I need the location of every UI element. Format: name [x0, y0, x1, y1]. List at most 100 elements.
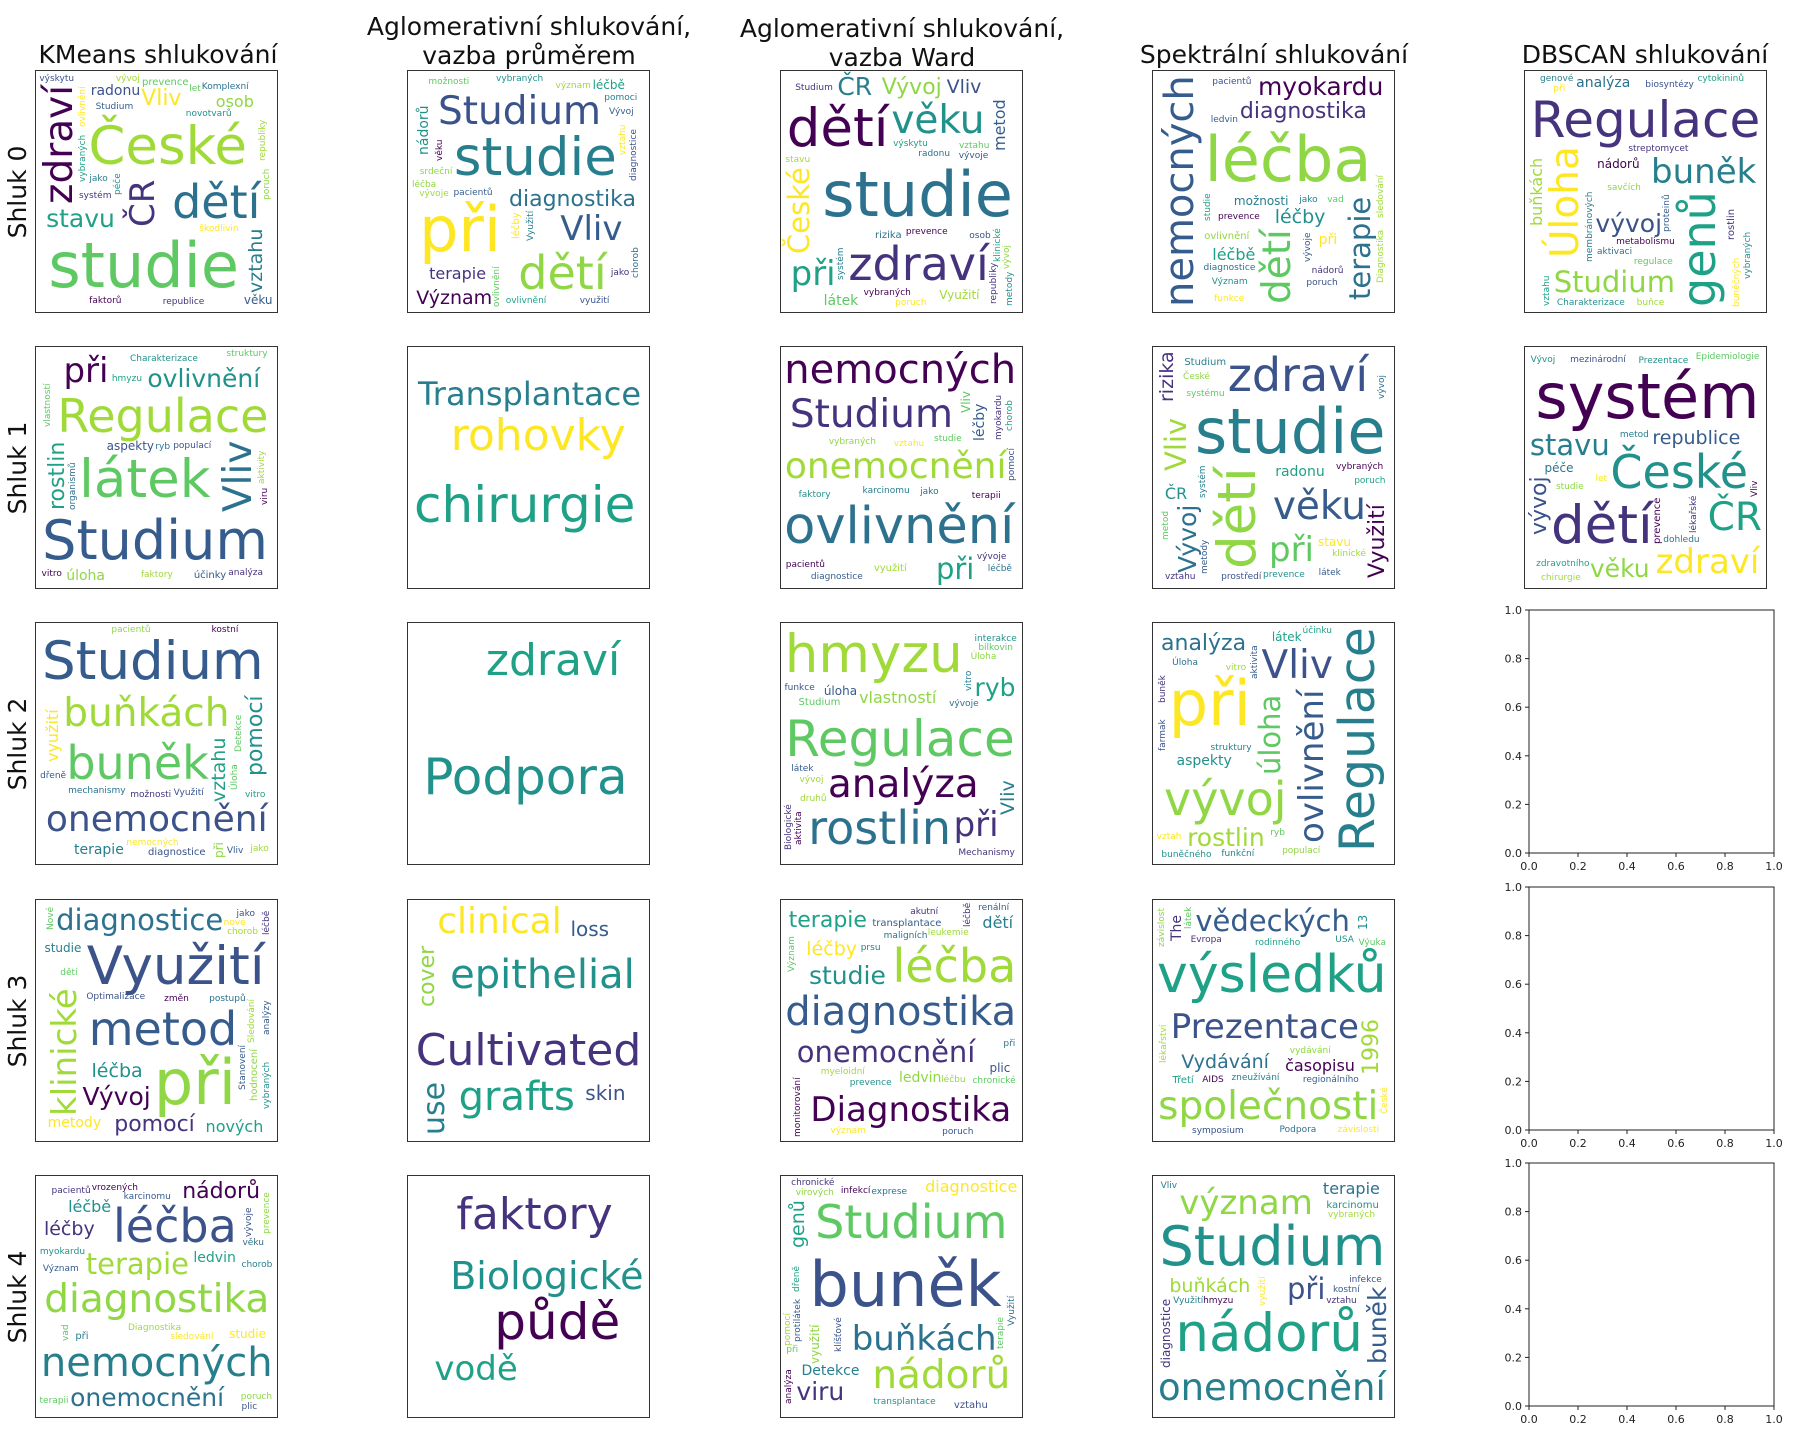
cloud-word: pomocí	[783, 1313, 794, 1347]
cloud-word: studie	[48, 228, 239, 302]
cloud-word: diagnostice	[1158, 1298, 1173, 1368]
cloud-word: léčba	[411, 179, 437, 190]
cloud-word: Studium	[42, 508, 268, 572]
cloud-word: jako	[250, 844, 269, 855]
cloud-word: aktivaci	[1597, 246, 1633, 257]
wordcloud-panel-r0-c3: léčba nemocných dětí terapie myokardu diagnos…	[1152, 70, 1395, 313]
cloud-word: závislosti	[1337, 1125, 1380, 1136]
cloud-word: Vliv	[141, 86, 182, 112]
cloud-word: ledvin	[193, 1249, 236, 1266]
cloud-word: populací	[1282, 846, 1321, 856]
cloud-word: Vliv	[1159, 417, 1194, 472]
cloud-word: ryb	[155, 442, 171, 453]
cloud-word: myokardu	[993, 394, 1004, 440]
cloud-word: stavu	[1317, 534, 1351, 549]
cloud-word: faktorů	[89, 296, 122, 307]
cloud-word: účinky	[193, 569, 227, 581]
x-tick-label: 1.0	[1765, 1413, 1783, 1426]
cloud-word: diagnostice	[810, 571, 863, 582]
cloud-word: Mechanismy	[958, 847, 1015, 858]
cloud-word: vývoje	[419, 189, 449, 200]
cloud-word: Sledování	[246, 998, 257, 1043]
cloud-word: při	[1318, 232, 1338, 249]
cloud-word: Biologické	[784, 804, 795, 851]
cloud-word: Studium	[1184, 357, 1227, 369]
x-tick-label: 0.2	[1569, 860, 1587, 873]
x-tick-label: 0.6	[1667, 1137, 1685, 1150]
cloud-word: funkce	[784, 683, 815, 694]
cloud-word: ovlivnění	[784, 497, 1015, 557]
cloud-word: studie	[44, 941, 82, 956]
cloud-word: půdě	[494, 1292, 621, 1351]
y-tick-label: 1.0	[1505, 1157, 1523, 1170]
cloud-word: poruch	[261, 169, 272, 201]
y-tick-label: 0.8	[1505, 653, 1523, 666]
cloud-word: analýza	[784, 1369, 795, 1405]
wordcloud-panel-r0-c4: Regulace genů Úloha buněk Studium vývoj buňkác…	[1524, 70, 1767, 313]
cloud-word: leukemie	[927, 928, 969, 939]
cloud-word: terapie	[996, 1316, 1007, 1349]
cloud-word: genové	[1540, 73, 1574, 84]
x-tick-label: 0.0	[1520, 1413, 1538, 1426]
cloud-word: studie	[229, 1327, 266, 1342]
cloud-word: buňkách	[851, 1318, 997, 1359]
cloud-word: dětí	[1255, 228, 1300, 304]
cloud-word: při	[1553, 84, 1566, 95]
cloud-word: ČR	[1164, 483, 1188, 503]
cloud-word: vztahu	[893, 439, 925, 450]
wordcloud-panel-r0-c1: při studie dětí Studium Vliv diagnostika Význa…	[407, 70, 650, 313]
cloud-word: zdraví	[848, 237, 989, 292]
cloud-word: výskytu	[893, 139, 928, 150]
cloud-word: ovlivnění	[147, 363, 261, 393]
y-tick-label: 0.0	[1505, 1124, 1523, 1137]
cloud-word: úloha	[1253, 694, 1288, 776]
wordcloud-panel-r2-c0: onemocnění Studium buněk buňkách pomocí vztah…	[35, 622, 278, 865]
cloud-word: Vliv	[946, 75, 982, 98]
cloud-word: diagnostika	[509, 187, 636, 213]
cloud-word: myokardu	[1257, 72, 1384, 102]
cloud-word: České	[1379, 1086, 1390, 1114]
cloud-word: výskytu	[39, 73, 75, 84]
cloud-word: při	[212, 842, 227, 859]
cloud-word: ovlivnění	[492, 266, 503, 308]
cloud-word: republice	[162, 297, 205, 308]
cloud-word: pacientů	[51, 1185, 91, 1196]
cloud-word: nemocných	[126, 837, 179, 848]
cloud-word: pomocí	[242, 695, 268, 777]
x-tick-label: 0.0	[1520, 860, 1538, 873]
cloud-word: dětí	[172, 174, 261, 229]
y-tick-label: 0.6	[1505, 701, 1523, 714]
x-tick-label: 0.0	[1520, 1137, 1538, 1150]
cloud-word: vztahu	[1541, 275, 1552, 306]
cloud-word: vrozených	[91, 1182, 138, 1193]
x-tick-label: 0.8	[1716, 1137, 1734, 1150]
cloud-word: biosyntézy	[1645, 79, 1694, 90]
cloud-word: buněčných	[1731, 257, 1742, 307]
cloud-word: rostlin	[1187, 823, 1265, 853]
cloud-word: hmyzu	[1203, 1295, 1234, 1306]
cloud-word: Prezentace	[1170, 1007, 1359, 1048]
cloud-word: pacientů	[1212, 76, 1252, 87]
y-tick-label: 1.0	[1505, 881, 1523, 894]
cloud-word: nové	[223, 918, 246, 929]
cloud-word: Vývoj	[1530, 354, 1556, 365]
cloud-word: stavu	[785, 155, 811, 166]
cloud-word: terapii	[971, 491, 1001, 502]
column-title-3: Spektrální shlukování	[1139, 40, 1409, 69]
cloud-word: streptomycet	[1628, 144, 1689, 155]
cloud-word: poruch	[895, 297, 927, 308]
cloud-word: onemocnění	[1157, 1366, 1386, 1410]
cloud-word: prevence	[142, 77, 189, 89]
cloud-word: vývoje	[976, 551, 1007, 562]
cloud-word: novotvarů	[185, 108, 232, 119]
cloud-word: Nové	[45, 906, 56, 931]
cloud-word: nádorů	[1597, 157, 1640, 172]
cloud-word: metabolismu	[1616, 237, 1675, 248]
cloud-word: Studium	[815, 1195, 1008, 1250]
cloud-word: Prezentace	[1638, 356, 1689, 366]
cloud-word: hodnocení	[249, 1048, 261, 1101]
cloud-word: karcinomu	[123, 1191, 171, 1202]
wordcloud-panel-r4-c3: Studium nádorů onemocnění význam při buněk buň…	[1152, 1175, 1395, 1418]
cloud-word: cytokininů	[1697, 74, 1745, 85]
